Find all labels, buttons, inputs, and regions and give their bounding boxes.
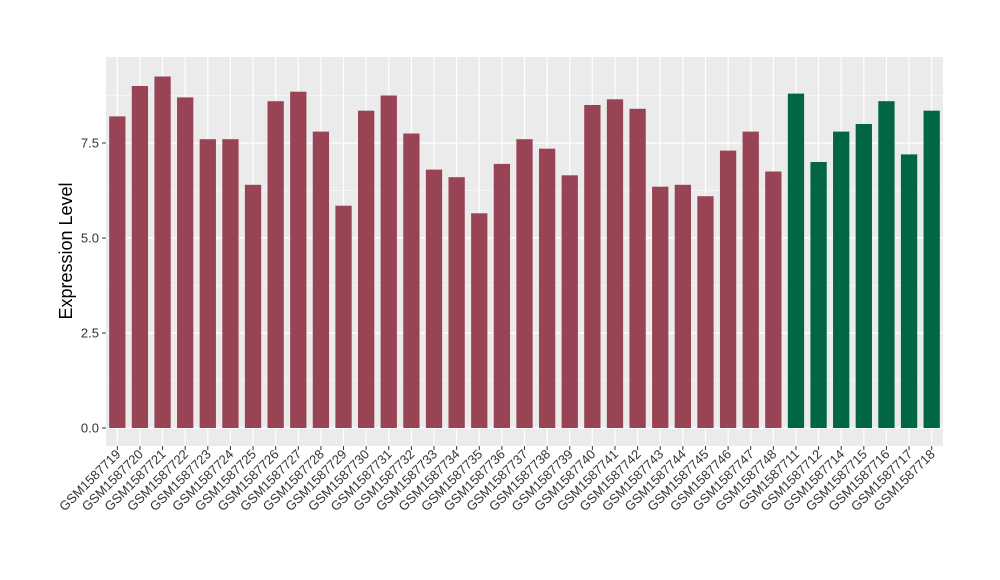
bar-GSM1587718	[923, 110, 940, 428]
bar-GSM1587734	[448, 177, 465, 428]
bar-GSM1587723	[199, 139, 216, 428]
bar-GSM1587733	[425, 169, 443, 428]
bar-GSM1587711	[787, 93, 805, 428]
bar-GSM1587744	[674, 184, 691, 428]
bar-GSM1587716	[878, 101, 895, 428]
bar-GSM1587717	[900, 154, 918, 428]
bar-GSM1587729	[335, 205, 352, 428]
bar-GSM1587730	[358, 110, 375, 428]
y-tick-label: 7.5	[81, 136, 99, 151]
bar-GSM1587732	[403, 133, 420, 428]
bar-GSM1587725	[244, 184, 262, 428]
bar-GSM1587748	[765, 171, 782, 428]
bar-GSM1587726	[267, 101, 284, 428]
y-tick-label: 2.5	[81, 326, 99, 341]
bar-GSM1587712	[810, 162, 827, 428]
bar-GSM1587728	[312, 131, 330, 428]
bar-GSM1587722	[177, 97, 194, 429]
bar-GSM1587741	[606, 99, 624, 429]
bar-GSM1587721	[154, 76, 171, 428]
bar-GSM1587714	[833, 131, 850, 428]
bar-GSM1587739	[561, 175, 578, 428]
bar-GSM1587719	[109, 116, 126, 429]
y-tick-label: 0.0	[81, 421, 99, 436]
bar-GSM1587746	[719, 150, 737, 428]
y-axis-title: Expression Level	[56, 182, 76, 319]
bar-GSM1587731	[380, 95, 397, 428]
bar-GSM1587727	[290, 91, 307, 428]
bar-GSM1587745	[697, 196, 714, 428]
y-tick-label: 5.0	[81, 231, 99, 246]
bar-GSM1587738	[538, 148, 556, 428]
bar-GSM1587737	[516, 139, 533, 428]
x-axis: GSM1587719GSM1587720GSM1587721GSM1587722…	[56, 446, 938, 514]
bars	[109, 76, 940, 429]
bar-GSM1587720	[131, 86, 149, 428]
bar-GSM1587743	[652, 186, 669, 428]
bar-GSM1587742	[629, 108, 646, 429]
bar-GSM1587736	[493, 163, 511, 428]
bar-GSM1587747	[742, 131, 759, 428]
bar-GSM1587735	[471, 213, 488, 428]
bar-GSM1587715	[855, 124, 872, 428]
y-axis: 0.0 2.5 5.0 7.5	[81, 136, 106, 436]
bar-GSM1587740	[584, 105, 601, 428]
bar-GSM1587724	[222, 139, 239, 428]
